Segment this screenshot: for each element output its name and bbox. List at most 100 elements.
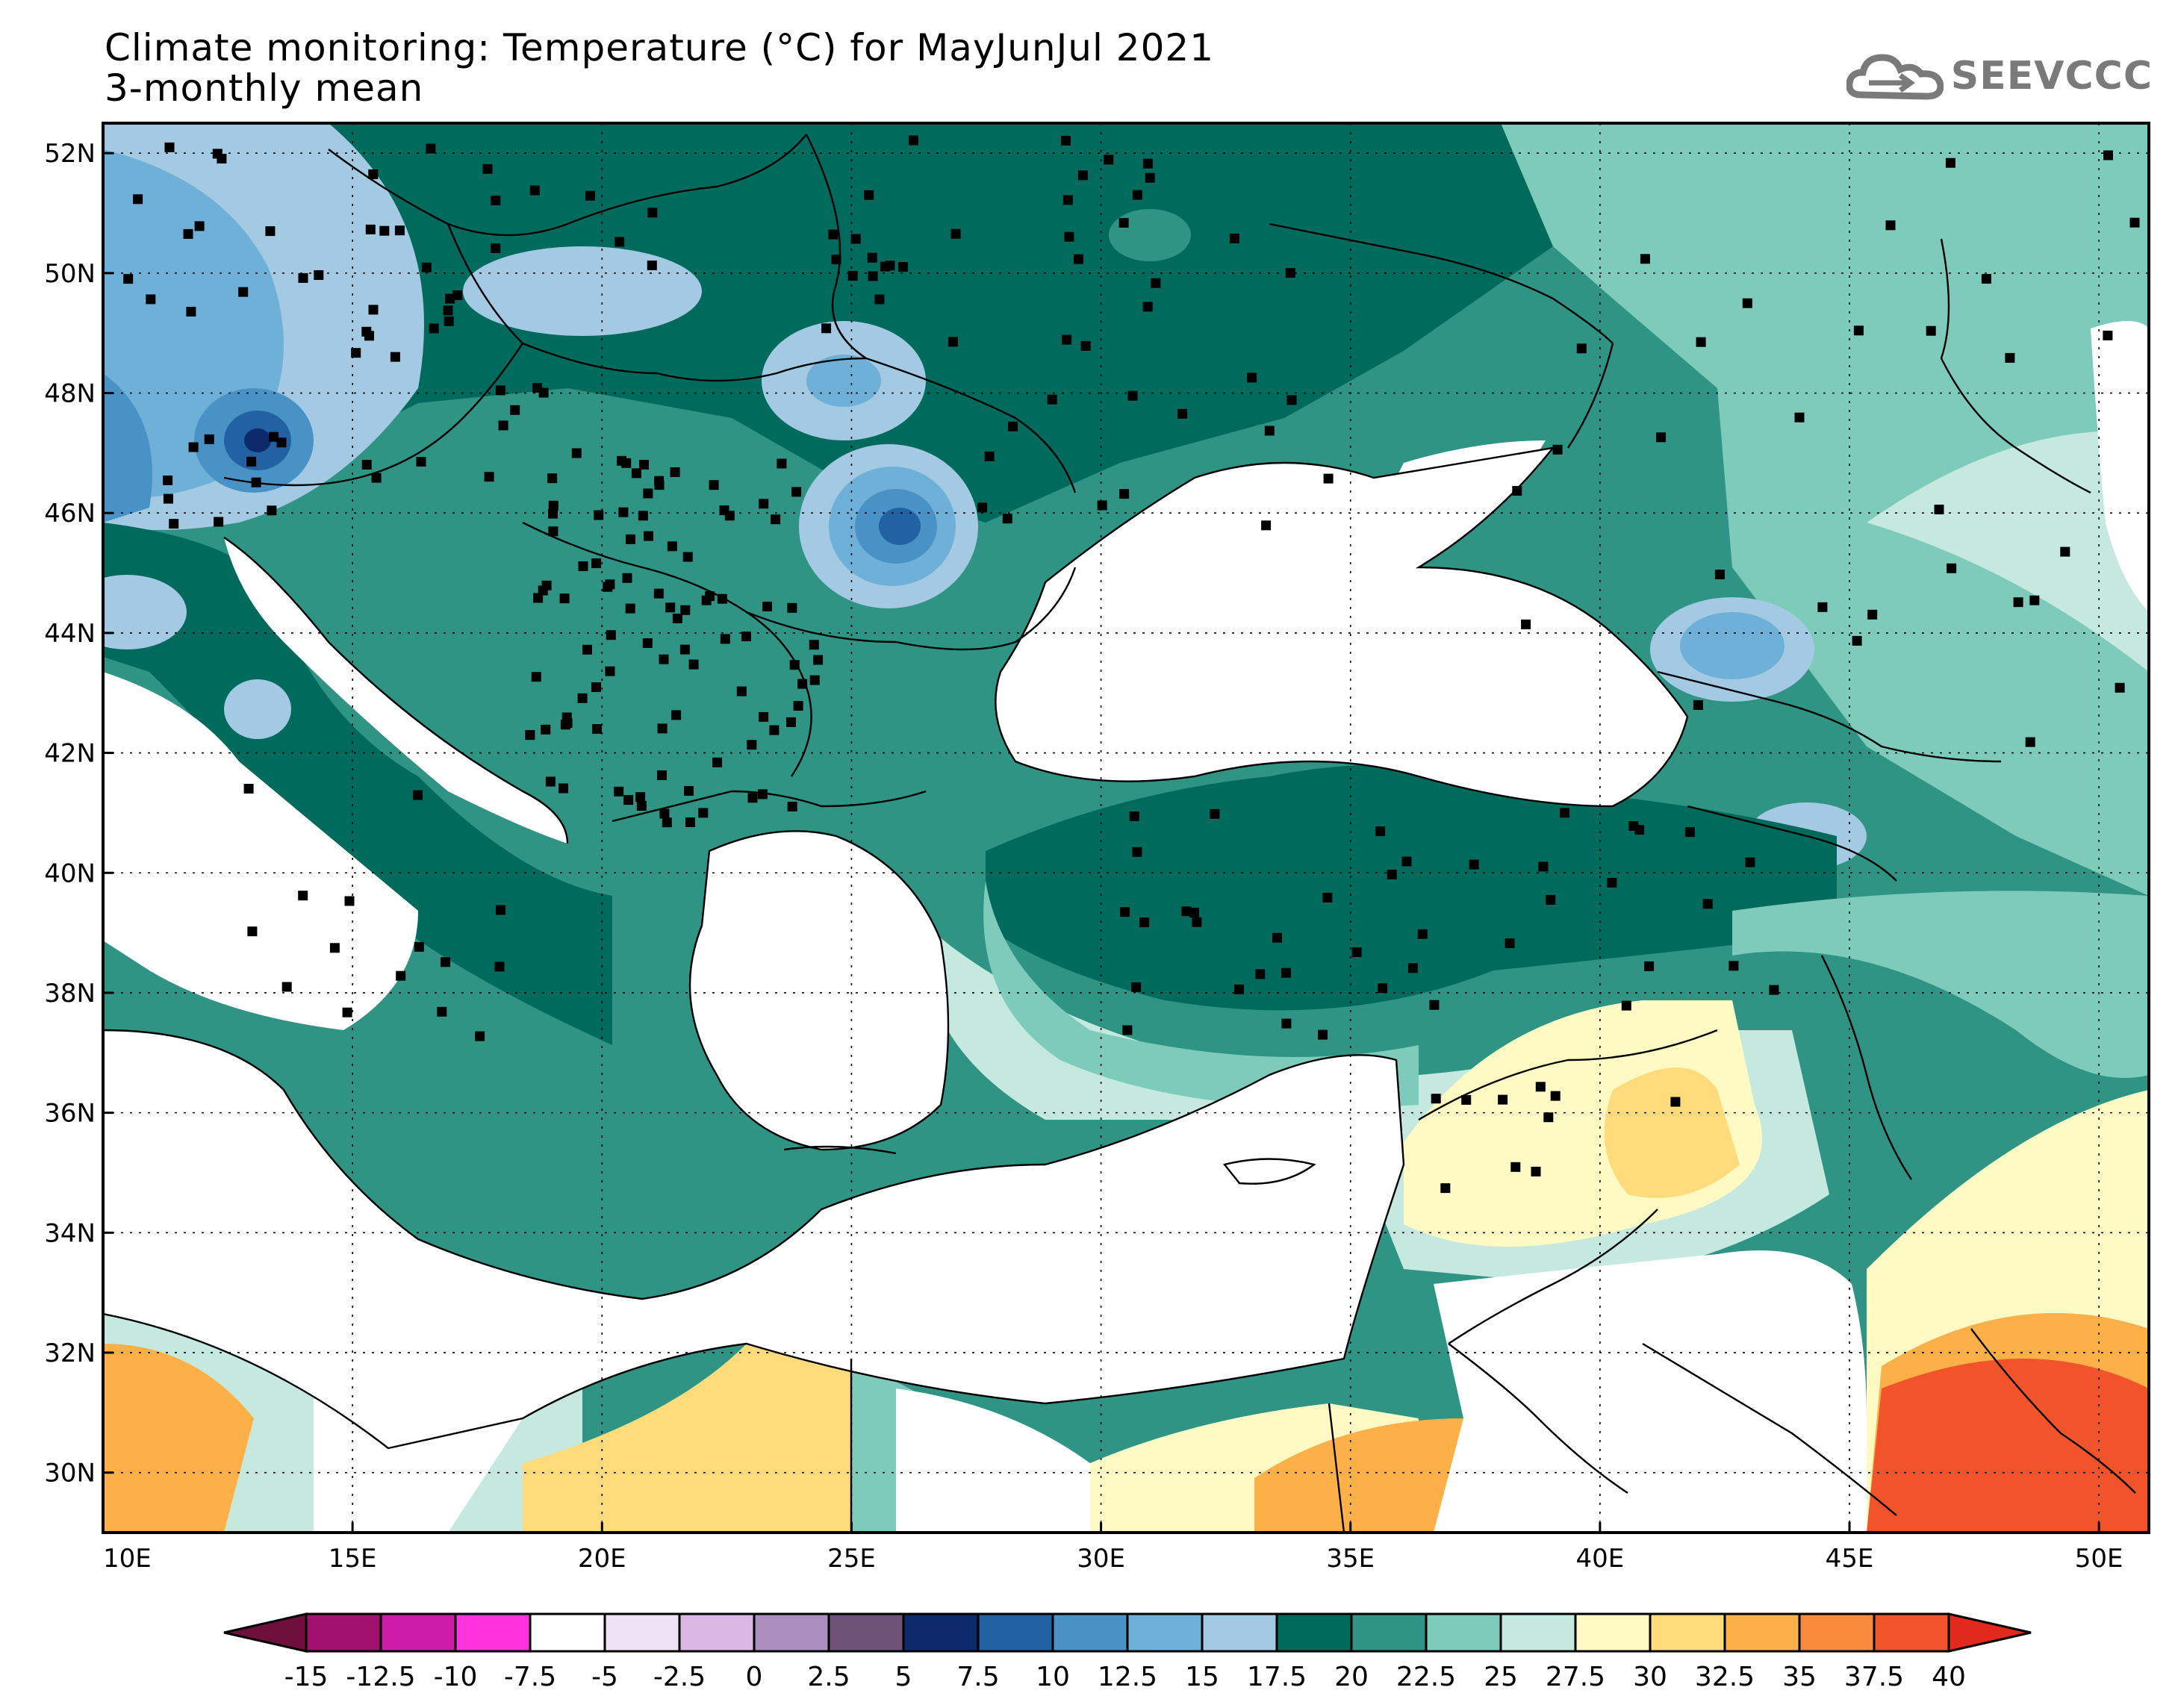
cloud-arrow-icon [1846,54,1944,100]
station-marker [717,593,727,604]
station-marker [1670,1097,1681,1107]
station-marker [314,270,324,280]
station-marker [265,226,276,237]
station-marker [736,686,747,696]
station-marker [394,225,405,236]
station-marker [1560,808,1569,818]
station-marker [1119,489,1130,499]
colorbar-label: 35 [1782,1662,1817,1692]
station-marker [759,499,769,509]
station-marker [667,541,677,552]
station-marker [1062,195,1073,205]
station-marker [269,431,279,442]
colorbar-label: -15 [284,1662,329,1692]
station-marker [1281,1018,1292,1029]
station-marker [831,255,841,265]
station-marker [533,593,544,603]
station-marker [657,723,668,734]
station-marker [426,143,436,154]
station-marker [868,271,878,281]
station-marker [682,552,693,562]
station-marker [1318,1029,1328,1040]
station-marker [1234,984,1244,994]
station-marker [204,434,214,444]
station-marker [626,534,635,544]
station-marker [789,660,800,670]
station-marker [342,1007,352,1017]
station-marker [491,243,501,253]
station-marker [1926,325,1936,336]
station-marker [188,442,199,452]
station-marker [267,505,277,516]
station-marker [1264,426,1275,436]
station-marker [186,307,196,317]
station-marker [671,710,682,720]
station-marker [759,711,769,722]
station-marker [950,228,961,239]
map-subtitle: 3-monthly mean [105,66,424,110]
colorbar-label: 5 [895,1662,912,1692]
station-marker [1129,811,1139,821]
lon-tick-label: 40E [1576,1544,1625,1574]
station-marker [1145,172,1155,183]
station-marker [1867,609,1878,620]
station-marker [1684,827,1695,838]
station-marker [1210,808,1220,819]
station-marker [787,602,797,613]
station-marker [786,717,796,727]
colorbar-swatch [1798,1612,1876,1653]
lat-tick-label: 50N [44,259,96,289]
station-marker [133,194,143,205]
station-marker [421,262,432,272]
colorbar-max-arrow [1947,1612,2032,1653]
station-marker [1104,155,1114,165]
station-marker [1118,218,1129,228]
station-marker [657,770,667,780]
logo-text: SEEVCCC [1950,54,2153,99]
colorbar-label: -7.5 [504,1662,556,1692]
station-marker [1461,1094,1472,1105]
station-marker [880,261,890,272]
station-marker [698,808,709,818]
station-marker [747,793,758,803]
station-marker [720,634,730,644]
station-marker [529,185,540,196]
station-marker [482,163,493,174]
station-marker [396,970,406,981]
colorbar-label: -5 [591,1662,618,1692]
station-marker [1127,390,1138,401]
station-marker [1285,268,1295,278]
station-marker [1640,254,1650,264]
station-marker [548,508,558,519]
station-marker [647,208,658,218]
station-marker [571,448,582,458]
station-marker [653,588,664,599]
colorbar-label: -10 [434,1662,478,1692]
colorbar-label: 27.5 [1546,1662,1605,1692]
station-marker [1607,878,1617,888]
station-marker [1080,340,1091,351]
station-marker [984,451,995,461]
colorbar-swatch [1499,1612,1577,1653]
station-marker [618,507,629,517]
station-marker [578,561,588,571]
station-marker [1853,325,1864,336]
colorbar-swatch [1649,1612,1726,1653]
lat-tick-label: 38N [44,979,96,1009]
colorbar-swatch [678,1612,756,1653]
station-marker [1002,514,1012,524]
station-marker [1281,967,1291,978]
station-marker [525,730,535,741]
colorbar-label: 7.5 [956,1662,999,1692]
station-marker [361,326,372,337]
station-marker [747,740,757,750]
station-marker [365,224,376,234]
station-marker [659,654,669,664]
station-marker [605,666,615,676]
sea-mask [103,321,2149,1533]
lat-tick-label: 44N [44,619,96,649]
station-marker [547,473,558,484]
station-marker [741,632,751,641]
station-marker [437,1006,447,1017]
station-marker [1552,444,1563,455]
